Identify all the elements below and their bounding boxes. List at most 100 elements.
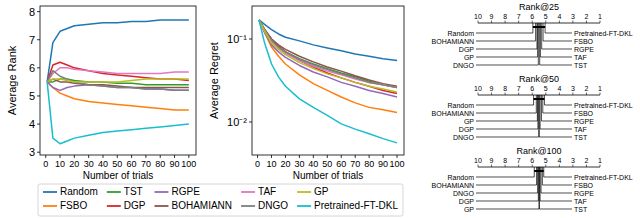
series-line [47, 71, 189, 91]
cd-tick [532, 93, 533, 96]
cd-method-label: DGP [459, 126, 475, 133]
cd-method-label: TST [574, 206, 588, 213]
cd-title: Rank@100 [516, 146, 561, 156]
cd-method-line [541, 95, 572, 121]
cd-axis [478, 23, 600, 24]
cd-method-label: RGPE [574, 190, 594, 197]
cd-method-label: Random [448, 102, 475, 109]
x-tick-label: 20 [69, 159, 79, 169]
cd-tick [559, 93, 560, 96]
cd-method-line [476, 23, 538, 57]
legend-swatch [154, 191, 168, 193]
cd-diagram: Rank@2510987654321RandomBOHAMIANNDGPGPDN… [432, 2, 633, 69]
cd-title: Rank@25 [519, 2, 559, 12]
cd-tick [545, 93, 546, 96]
cd-tick-label: 6 [530, 13, 534, 20]
cd-tick [572, 165, 573, 168]
x-tick [45, 155, 46, 158]
cd-method-line [476, 95, 537, 121]
x-tick-label: 10 [267, 159, 277, 169]
cd-method-label: DNGO [453, 62, 475, 69]
cd-method-line [540, 167, 572, 201]
cd-tick-label: 8 [503, 157, 507, 164]
legend-label: RGPE [171, 186, 200, 197]
x-tick-label: 80 [155, 159, 165, 169]
cd-method-line [476, 167, 538, 193]
y-tick-label: 8 [29, 6, 35, 18]
y-tick-label: 7 [29, 34, 35, 46]
series-line [259, 20, 397, 113]
y-tick [249, 121, 252, 122]
legend-swatch [43, 191, 57, 193]
cd-method-label: DGP [459, 198, 475, 205]
cd-method-label: GP [464, 206, 474, 213]
cd-tick [505, 21, 506, 24]
x-tick [102, 155, 103, 158]
x-tick-label: 30 [294, 159, 304, 169]
cd-method-label: GP [464, 54, 474, 61]
y-tick [37, 95, 40, 96]
x-tick-label: 70 [141, 159, 151, 169]
cd-method-label: FSBO [574, 38, 594, 45]
cd-tick [518, 21, 519, 24]
legend-label: BOHAMIANN [171, 200, 232, 211]
cd-method-label: Pretrained-FT-DKL [574, 102, 633, 109]
line-chart: 0102030405060708090100345678Number of tr… [6, 6, 196, 181]
cd-method-line [476, 167, 538, 201]
legend-label: TST [124, 186, 143, 197]
cd-method-line [476, 23, 533, 33]
cd-tick-label: 8 [503, 85, 507, 92]
x-tick [313, 155, 314, 158]
series-line [47, 20, 189, 82]
cd-method-label: RGPE [574, 46, 594, 53]
cd-method-label: TAF [574, 126, 587, 133]
y-tick-label: 6 [29, 62, 35, 74]
line-chart: 010203040506070809010010⁻²10⁻¹Number of … [208, 6, 405, 181]
series-line [259, 20, 397, 97]
cd-tick [545, 21, 546, 24]
cd-tick-label: 1 [598, 85, 602, 92]
cd-tick [559, 165, 560, 168]
cd-tick [586, 21, 587, 24]
x-tick-label: 40 [308, 159, 318, 169]
x-tick [88, 155, 89, 158]
cd-tick-label: 7 [517, 13, 521, 20]
series-group [259, 20, 397, 143]
x-tick-label: 0 [255, 159, 260, 169]
legend-swatch [241, 191, 255, 193]
cd-tick [532, 21, 533, 24]
cd-method-label: RGPE [574, 118, 594, 125]
cd-tick-label: 3 [571, 13, 575, 20]
cd-method-label: BOHAMIANN [432, 182, 474, 189]
y-axis-label: Average Regret [208, 42, 220, 119]
cd-tick [518, 93, 519, 96]
plot-frame [252, 6, 404, 155]
cd-method-label: Random [448, 174, 475, 181]
cd-method-label: DGP [459, 46, 475, 53]
cd-method-label: TAF [574, 54, 587, 61]
cd-tick-label: 6 [530, 157, 534, 164]
cd-title: Rank@50 [519, 74, 559, 84]
x-tick-label: 50 [322, 159, 332, 169]
cd-tick [532, 165, 533, 168]
cd-diagram: Rank@5010987654321RandomBOHAMIANNGPDGPDN… [432, 74, 633, 141]
x-tick [160, 155, 161, 158]
legend-swatch [43, 205, 57, 207]
legend-swatch [154, 205, 168, 207]
series-line [259, 20, 397, 61]
cd-method-label: BOHAMIANN [432, 110, 474, 117]
cd-tick [600, 165, 601, 168]
cd-method-line [476, 23, 536, 41]
cd-tick-label: 1 [598, 157, 602, 164]
series-line [259, 20, 397, 94]
plot-frame [40, 6, 196, 155]
x-tick [188, 155, 189, 158]
x-tick [174, 155, 175, 158]
x-axis-label: Number of trials [293, 170, 364, 181]
cd-tick [600, 21, 601, 24]
cd-tick-label: 2 [584, 13, 588, 20]
x-tick-label: 40 [98, 159, 108, 169]
cd-method-line [543, 95, 572, 113]
figure: 0102030405060708090100345678Number of tr… [0, 0, 640, 218]
cd-tick-label: 9 [490, 157, 494, 164]
